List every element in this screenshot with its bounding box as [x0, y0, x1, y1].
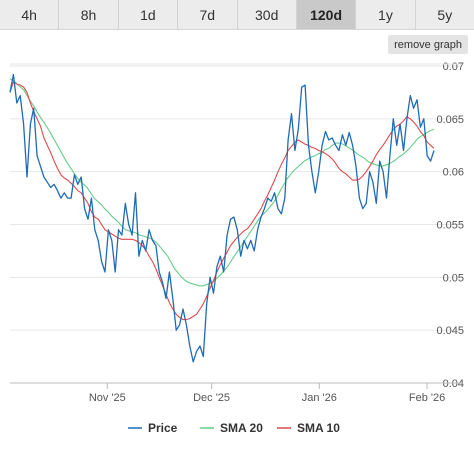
legend-label: SMA 20 — [220, 421, 263, 435]
y-tick-label: 0.04 — [443, 378, 464, 390]
tab-7d[interactable]: 7d — [178, 0, 238, 29]
tab-1y[interactable]: 1y — [356, 0, 416, 29]
timeframe-tabs: 4h 8h 1d 7d 30d 120d 1y 5y — [0, 0, 474, 30]
y-tick-label: 0.05 — [443, 272, 464, 284]
x-tick-label: Dec '25 — [193, 392, 230, 404]
x-tick-label: Jan '26 — [302, 392, 337, 404]
legend-label: Price — [148, 421, 178, 435]
y-tick-label: 0.06 — [443, 167, 464, 179]
y-tick-label: 0.07 — [443, 61, 464, 73]
remove-graph-button[interactable]: remove graph — [388, 35, 468, 54]
y-tick-label: 0.045 — [436, 325, 464, 337]
series-line-sma-10 — [9, 81, 435, 321]
tab-8h[interactable]: 8h — [59, 0, 119, 29]
series-line-sma-20 — [9, 78, 435, 287]
tab-30d[interactable]: 30d — [238, 0, 297, 29]
tab-1d[interactable]: 1d — [119, 0, 179, 29]
x-tick-label: Nov '25 — [89, 392, 126, 404]
y-tick-label: 0.055 — [436, 220, 464, 232]
series-line-price — [9, 73, 435, 363]
x-tick-label: Feb '26 — [409, 392, 445, 404]
tab-120d[interactable]: 120d — [296, 0, 357, 29]
tab-4h[interactable]: 4h — [0, 0, 60, 29]
y-tick-label: 0.065 — [436, 114, 464, 126]
legend-label: SMA 10 — [297, 421, 340, 435]
tab-5y[interactable]: 5y — [437, 6, 453, 23]
